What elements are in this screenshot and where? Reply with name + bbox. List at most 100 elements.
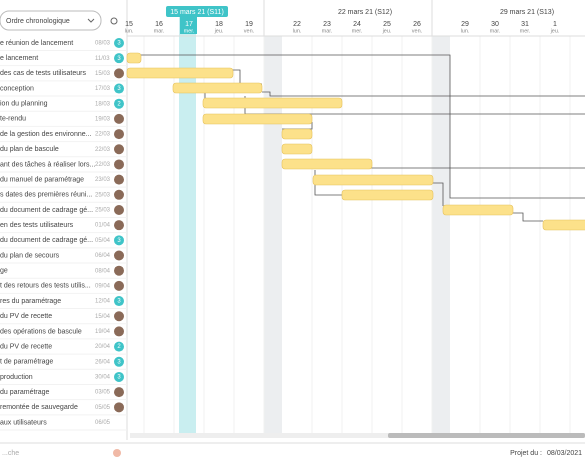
day-name: jeu.	[550, 28, 560, 34]
task-name: du manuel de paramétrage	[0, 176, 84, 183]
task-date: 08/04	[95, 268, 111, 274]
task-name: du PV de recette	[0, 343, 52, 350]
sort-label: Ordre chronologique	[6, 18, 70, 25]
refresh-icon[interactable]	[110, 17, 118, 25]
task-name: ion du planning	[0, 101, 48, 108]
task-name: des cas de tests utilisateurs	[0, 70, 86, 77]
avatar	[114, 129, 124, 140]
avatar	[114, 402, 124, 413]
task-badge	[114, 98, 124, 109]
task-badge	[114, 296, 124, 307]
project-label: Projet du :	[510, 450, 542, 457]
task-name: te-rendu	[0, 116, 26, 123]
task-badge	[114, 38, 124, 48]
task-name: e réunion de lancement	[0, 40, 73, 47]
dependency-link	[262, 91, 585, 97]
week-label: 22 mars 21 (S12)	[338, 9, 392, 16]
day-name: mer.	[352, 28, 363, 34]
avatar	[114, 311, 124, 322]
day-number: 15	[125, 21, 133, 28]
task-name: du plan de secours	[0, 252, 60, 259]
day-number: 30	[491, 21, 499, 28]
day-number: 25	[383, 21, 391, 28]
task-name: de la gestion des environne...	[0, 131, 92, 138]
task-bar	[126, 52, 142, 64]
day-number: 22	[293, 21, 301, 28]
task-date: 18/03	[95, 101, 111, 107]
task-date: 25/03	[95, 192, 111, 198]
week-label: 29 mars 21 (S13)	[500, 9, 554, 16]
avatar	[114, 144, 124, 155]
task-bar	[172, 82, 263, 94]
dependency-link	[513, 212, 543, 222]
task-badge	[114, 356, 124, 367]
task-name: conception	[0, 85, 34, 92]
day-name: lun.	[461, 28, 470, 34]
task-name: aux utilisateurs	[0, 419, 47, 426]
task-date: 15/04	[95, 314, 111, 320]
day-name: ven.	[244, 28, 255, 34]
task-date: 20/04	[95, 344, 111, 350]
task-bar	[281, 143, 313, 155]
task-date: 22/03	[95, 162, 111, 168]
task-date: 05/05	[95, 405, 111, 411]
task-name: remontée de sauvegarde	[0, 404, 78, 411]
task-name: e lancement	[0, 55, 38, 62]
day-name: lun.	[125, 28, 134, 34]
dependency-link	[141, 54, 585, 199]
task-badge	[114, 53, 124, 64]
task-badge	[114, 235, 124, 246]
avatar	[114, 250, 124, 261]
task-bar	[202, 113, 313, 125]
task-bar	[202, 97, 343, 109]
task-bar	[126, 67, 234, 79]
task-bar	[281, 158, 373, 170]
dropdown-arrow	[87, 18, 95, 23]
day-name: jeu.	[214, 28, 224, 34]
task-bar	[341, 189, 434, 201]
avatar	[114, 326, 124, 337]
day-number: 29	[461, 21, 469, 28]
task-name: ant des tâches à réaliser lors...	[0, 161, 95, 168]
task-name: production	[0, 374, 33, 381]
day-number: 31	[521, 21, 529, 28]
badge-count: 2	[117, 101, 121, 107]
badge-count: 3	[117, 41, 121, 47]
task-badge	[114, 341, 124, 352]
day-number: 26	[413, 21, 421, 28]
task-name: res du paramétrage	[0, 298, 61, 305]
week-label: 15 mars 21 (S11)	[170, 9, 224, 16]
avatar	[114, 113, 124, 124]
task-date: 08/03	[95, 41, 111, 47]
task-date: 01/04	[95, 223, 111, 229]
avatar	[114, 280, 124, 291]
day-number: 1	[553, 21, 557, 28]
task-date: 15/03	[95, 71, 111, 77]
task-name: ge	[0, 268, 8, 275]
search-clear[interactable]	[113, 449, 121, 457]
task-date: 12/04	[95, 299, 111, 305]
avatar	[114, 387, 124, 398]
task-date: 22/03	[95, 132, 111, 138]
task-name: du PV de recette	[0, 313, 52, 320]
day-name: mer.	[520, 28, 531, 34]
task-date: 06/04	[95, 253, 111, 259]
task-date: 06/05	[95, 420, 111, 426]
avatar	[114, 174, 124, 185]
day-name: mar.	[322, 28, 333, 34]
task-badge	[114, 371, 124, 382]
avatar	[114, 68, 124, 79]
sort-dropdown[interactable]	[0, 10, 102, 31]
day-name: mer.	[184, 28, 195, 34]
task-name: du plan de bascule	[0, 146, 59, 153]
day-name: ven.	[412, 28, 423, 34]
task-name: t des retours des tests utilis...	[0, 283, 91, 290]
task-bar	[281, 128, 313, 140]
day-name: mar.	[154, 28, 165, 34]
search-placeholder[interactable]: ...che	[2, 450, 19, 457]
badge-count: 3	[117, 238, 121, 244]
avatar	[114, 159, 124, 170]
task-date: 17/03	[95, 86, 111, 92]
scrollbar-thumb[interactable]	[388, 433, 585, 438]
